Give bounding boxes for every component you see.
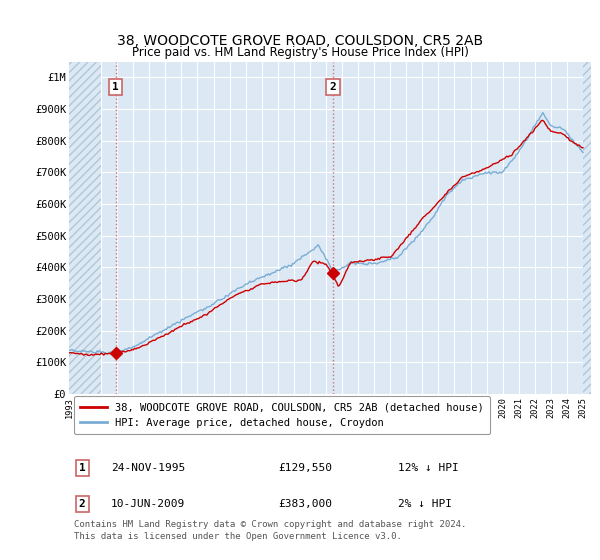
Text: 1: 1 bbox=[112, 82, 119, 92]
Bar bbox=[69, 62, 101, 394]
Text: £129,550: £129,550 bbox=[278, 463, 332, 473]
Bar bbox=[69, 62, 101, 394]
Text: 1: 1 bbox=[79, 463, 85, 473]
Text: 24-NOV-1995: 24-NOV-1995 bbox=[111, 463, 185, 473]
Text: 2% ↓ HPI: 2% ↓ HPI bbox=[398, 499, 452, 509]
Text: Price paid vs. HM Land Registry's House Price Index (HPI): Price paid vs. HM Land Registry's House … bbox=[131, 46, 469, 59]
Text: £383,000: £383,000 bbox=[278, 499, 332, 509]
Text: 38, WOODCOTE GROVE ROAD, COULSDON, CR5 2AB: 38, WOODCOTE GROVE ROAD, COULSDON, CR5 2… bbox=[117, 34, 483, 48]
Text: Contains HM Land Registry data © Crown copyright and database right 2024.
This d: Contains HM Land Registry data © Crown c… bbox=[74, 520, 467, 541]
Text: 2: 2 bbox=[79, 499, 85, 509]
Text: 10-JUN-2009: 10-JUN-2009 bbox=[111, 499, 185, 509]
Legend: 38, WOODCOTE GROVE ROAD, COULSDON, CR5 2AB (detached house), HPI: Average price,: 38, WOODCOTE GROVE ROAD, COULSDON, CR5 2… bbox=[74, 396, 490, 434]
Text: 12% ↓ HPI: 12% ↓ HPI bbox=[398, 463, 458, 473]
Bar bbox=[583, 62, 591, 394]
Text: 2: 2 bbox=[329, 82, 337, 92]
